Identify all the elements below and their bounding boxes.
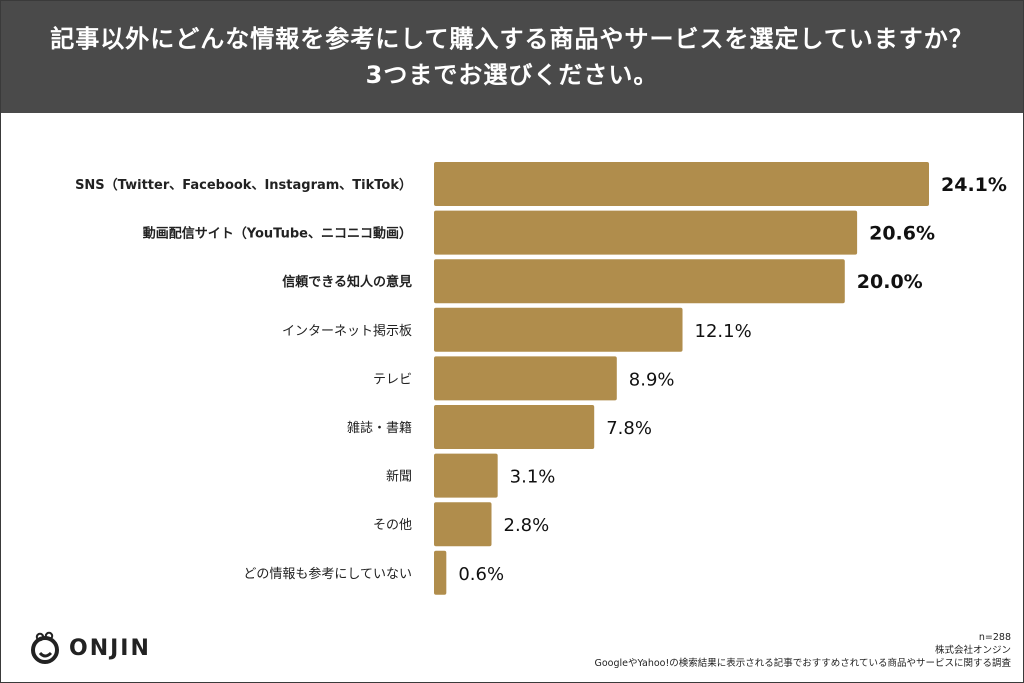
value-label: 8.9% bbox=[629, 369, 675, 390]
title-line-2: 3つまでお選びください。 bbox=[365, 61, 659, 89]
category-label: インターネット掲示板 bbox=[282, 323, 412, 339]
category-label: 動画配信サイト（YouTube、ニコニコ動画） bbox=[143, 226, 412, 242]
category-label: 新聞 bbox=[386, 469, 412, 485]
onjin-logo-text: ONJIN bbox=[69, 635, 151, 661]
bar bbox=[434, 162, 929, 206]
value-label: 24.1% bbox=[941, 174, 1007, 196]
bar bbox=[434, 453, 498, 498]
title-line-1: 記事以外にどんな情報を参考にして購入する商品やサービスを選定していますか？ bbox=[50, 25, 974, 53]
category-label: テレビ bbox=[373, 372, 412, 387]
value-label: 20.0% bbox=[857, 271, 923, 293]
category-label: その他 bbox=[373, 518, 412, 533]
bar bbox=[434, 356, 617, 401]
value-label: 3.1% bbox=[510, 467, 556, 488]
company-name: 株式会社オンジン bbox=[934, 645, 1011, 656]
value-label: 2.8% bbox=[504, 515, 550, 536]
sample-size: n=288 bbox=[978, 632, 1011, 643]
footer-notes: n=288 株式会社オンジン GoogleやYahoo!の検索結果に表示される記… bbox=[595, 631, 1012, 670]
value-label: 0.6% bbox=[458, 564, 504, 585]
value-label: 7.8% bbox=[606, 418, 652, 439]
category-label: 雑誌・書籍 bbox=[347, 420, 412, 436]
category-label: 信頼できる知人の意見 bbox=[282, 274, 412, 290]
bar bbox=[434, 259, 845, 304]
bar bbox=[434, 307, 683, 352]
survey-name: GoogleやYahoo!の検索結果に表示される記事でおすすめされている商品やサ… bbox=[594, 658, 1012, 669]
category-label: どの情報も参考にしていない bbox=[243, 566, 412, 582]
value-label: 12.1% bbox=[695, 321, 752, 342]
title-banner: 記事以外にどんな情報を参考にして購入する商品やサービスを選定していますか？ 3つ… bbox=[1, 1, 1023, 113]
category-label: SNS（Twitter、Facebook、Instagram、TikTok） bbox=[75, 177, 412, 193]
bar bbox=[434, 502, 492, 547]
onjin-logo-icon bbox=[31, 631, 59, 664]
onjin-logo: ONJIN bbox=[29, 631, 151, 665]
value-label: 20.6% bbox=[869, 223, 935, 245]
bar bbox=[434, 405, 595, 449]
bar bbox=[434, 210, 858, 255]
bar bbox=[434, 550, 447, 595]
